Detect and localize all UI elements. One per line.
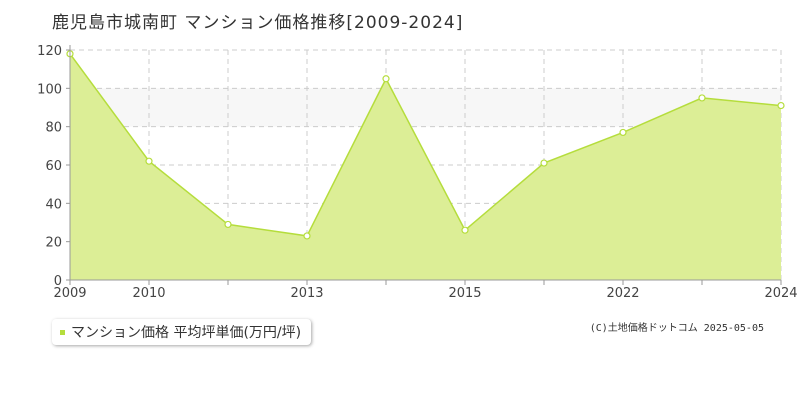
y-tick-label: 20 xyxy=(45,236,62,251)
data-point xyxy=(382,75,390,83)
y-tick-label: 60 xyxy=(45,159,62,174)
legend-label: マンション価格 平均坪単価(万円/坪) xyxy=(71,325,302,341)
data-point xyxy=(698,94,706,102)
data-point xyxy=(777,101,785,110)
data-point xyxy=(461,226,469,234)
series-line xyxy=(69,53,782,237)
y-tick-label: 40 xyxy=(45,197,62,212)
x-tick-label: 2009 xyxy=(53,286,86,301)
copyright: (C)土地価格ドットコム 2025-05-05 xyxy=(589,323,764,334)
y-tick-label: 100 xyxy=(37,82,62,97)
x-tick-label: 2022 xyxy=(606,286,639,301)
data-point xyxy=(145,157,153,165)
chart-title: 鹿児島市城南町 マンション価格推移[2009-2024] xyxy=(52,13,464,33)
x-tick-label: 2013 xyxy=(290,286,323,301)
x-tick-label: 2015 xyxy=(448,286,481,301)
y-tick-label: 0 xyxy=(54,274,62,289)
y-tick-label: 80 xyxy=(45,121,62,136)
x-tick-label: 2024 xyxy=(764,286,797,301)
data-point xyxy=(619,128,627,137)
series-area xyxy=(70,53,781,281)
data-point xyxy=(224,220,232,229)
legend: マンション価格 平均坪単価(万円/坪) xyxy=(52,319,312,345)
data-point xyxy=(540,159,548,167)
data-point xyxy=(303,232,311,240)
legend-marker xyxy=(60,329,65,335)
x-tick-label: 2010 xyxy=(132,286,165,301)
y-tick-label: 120 xyxy=(37,44,62,59)
